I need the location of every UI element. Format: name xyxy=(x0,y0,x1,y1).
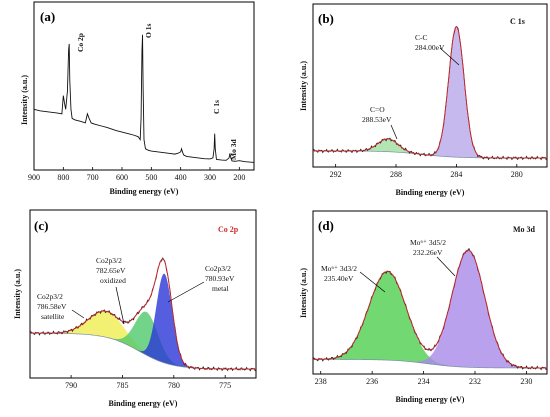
panel-c-letter: (c) xyxy=(34,218,48,233)
xtick-label: 288 xyxy=(390,170,402,179)
annotation-co-arrow xyxy=(390,124,398,140)
annotation-mo-3d32-arrow xyxy=(359,271,386,293)
annotation-metal-label: Co2p3/2 xyxy=(205,264,231,273)
xtick-label: 800 xyxy=(57,173,69,182)
panel-c-ylabel: Intensity (a.u.) xyxy=(13,269,22,319)
panel-a-ylabel: Intensity (a.u.) xyxy=(20,75,29,125)
panel-a-xticks: 900 800 700 600 500 400 300 200 xyxy=(28,167,245,182)
panel-d-xlabel: Binding energy (eV) xyxy=(396,395,465,404)
panel-d: (d) Mo 3d Intensity (a.u.) Binding energ… xyxy=(299,210,548,404)
annotation-satellite-state: satellite xyxy=(41,312,65,321)
panel-b-letter: (b) xyxy=(318,11,334,26)
peak-label-co2p: Co 2p xyxy=(76,33,85,52)
panel-a-spectrum-line xyxy=(33,34,255,163)
panel-d-ylabel: Intensity (a.u.) xyxy=(299,268,308,318)
panel-c-frame xyxy=(29,209,257,379)
annotation-oxidized-arrow xyxy=(115,286,125,325)
panel-a-letter: (a) xyxy=(40,9,55,24)
fitted-peak-fill-2 xyxy=(30,311,256,370)
xtick-label: 300 xyxy=(204,173,216,182)
xtick-label: 400 xyxy=(175,173,187,182)
annotation-mo-3d32-value: 235.40eV xyxy=(324,274,354,283)
panel-b: (b) C 1s Intensity (a.u.) Binding energy… xyxy=(299,3,548,197)
fitted-peak-fill-1 xyxy=(313,271,547,368)
panel-b-fitted-peaks xyxy=(312,25,548,161)
envelope-fit-line xyxy=(313,249,547,369)
panel-d-frame xyxy=(312,210,548,375)
annotation-metal-value: 780.93eV xyxy=(205,274,235,283)
panel-a-xlabel: Binding energy (eV) xyxy=(110,187,179,196)
annotation-oxidized-value: 782.65eV xyxy=(96,266,126,275)
panel-c: (c) Co 2p Intensity (a.u.) Binding energ… xyxy=(13,209,257,408)
annotation-satellite-arrow xyxy=(71,309,85,319)
panel-b-title: C 1s xyxy=(510,17,525,26)
xtick-label: 785 xyxy=(116,381,128,390)
xtick-label: 600 xyxy=(116,173,128,182)
annotation-cc-value: 284.00eV xyxy=(415,43,445,52)
xtick-label: 230 xyxy=(520,377,532,386)
annotation-mo-3d52-value: 232.26eV xyxy=(413,248,443,257)
panel-b-xticks: 292 288 284 280 xyxy=(330,164,523,179)
background-line xyxy=(313,359,547,369)
annotation-mo-3d52-label: Mo⁶⁺ 3d5/2 xyxy=(410,238,446,247)
annotation-satellite-value: 786.58eV xyxy=(37,302,67,311)
xtick-label: 900 xyxy=(28,173,40,182)
xtick-label: 232 xyxy=(469,377,481,386)
panel-a: (a) Intensity (a.u.) Binding energy (eV)… xyxy=(20,1,255,196)
annotation-oxidized-label: Co2p3/2 xyxy=(96,256,122,265)
fitted-peak-fill-2 xyxy=(313,250,547,368)
annotation-mo-3d32-label: Mo⁶⁺ 3d3/2 xyxy=(321,264,357,273)
xtick-label: 780 xyxy=(168,381,180,390)
panel-c-xlabel: Binding energy (eV) xyxy=(109,399,178,408)
xtick-label: 238 xyxy=(315,377,327,386)
panel-b-ylabel: Intensity (a.u.) xyxy=(299,61,308,111)
panel-d-letter: (d) xyxy=(318,218,334,233)
panel-c-fitted-peaks xyxy=(29,257,257,372)
xtick-label: 234 xyxy=(418,377,430,386)
envelope-fit-line xyxy=(313,25,547,159)
xtick-label: 775 xyxy=(219,381,231,390)
annotation-metal-state: metal xyxy=(212,284,229,293)
fitted-peak-fill-1 xyxy=(30,311,256,370)
envelope-fit-line xyxy=(30,258,256,370)
annotation-mo-3d52-arrow xyxy=(436,256,456,277)
annotation-cc-label: C-C xyxy=(415,33,428,42)
panel-d-fitted-peaks xyxy=(312,247,548,371)
annotation-co-value: 288.53eV xyxy=(362,115,392,124)
xtick-label: 700 xyxy=(87,173,99,182)
annotation-cc-arrow xyxy=(439,47,460,66)
peak-label-c1s: C 1s xyxy=(212,100,221,114)
annotation-co-label: C=O xyxy=(370,105,385,114)
xtick-label: 280 xyxy=(511,170,523,179)
panel-c-title: Co 2p xyxy=(218,225,239,234)
annotation-satellite-label: Co2p3/2 xyxy=(37,292,63,301)
panel-d-title: Mo 3d xyxy=(513,225,536,234)
panel-b-frame xyxy=(312,3,548,168)
xtick-label: 790 xyxy=(65,381,77,390)
xtick-label: 200 xyxy=(233,173,245,182)
panel-d-xticks: 238 236 234 232 230 xyxy=(315,371,532,386)
xtick-label: 500 xyxy=(145,173,157,182)
xtick-label: 236 xyxy=(366,377,378,386)
xtick-label: 292 xyxy=(330,170,342,179)
annotation-metal-arrow xyxy=(167,281,205,303)
peak-label-mo3d: Mo 3d xyxy=(229,139,238,160)
xtick-label: 284 xyxy=(450,170,462,179)
peak-label-o1s: O 1s xyxy=(144,24,153,38)
panel-b-xlabel: Binding energy (eV) xyxy=(396,188,465,197)
annotation-oxidized-state: oxidized xyxy=(100,276,126,285)
panel-c-xticks: 790 785 780 775 xyxy=(65,375,231,390)
panel-a-frame xyxy=(33,1,255,171)
